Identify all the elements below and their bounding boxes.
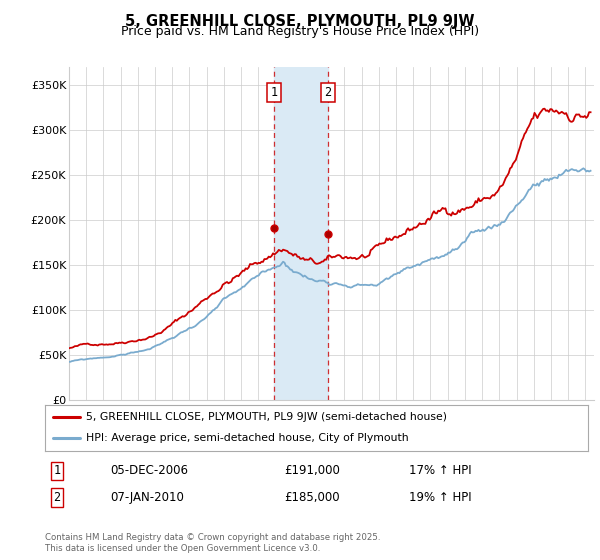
Text: HPI: Average price, semi-detached house, City of Plymouth: HPI: Average price, semi-detached house,…	[86, 433, 409, 444]
Text: 19% ↑ HPI: 19% ↑ HPI	[409, 491, 472, 504]
Text: 5, GREENHILL CLOSE, PLYMOUTH, PL9 9JW (semi-detached house): 5, GREENHILL CLOSE, PLYMOUTH, PL9 9JW (s…	[86, 412, 447, 422]
Text: 17% ↑ HPI: 17% ↑ HPI	[409, 464, 472, 478]
Text: Contains HM Land Registry data © Crown copyright and database right 2025.
This d: Contains HM Land Registry data © Crown c…	[45, 533, 380, 553]
Text: 07-JAN-2010: 07-JAN-2010	[110, 491, 184, 504]
Text: £191,000: £191,000	[284, 464, 340, 478]
Text: Price paid vs. HM Land Registry's House Price Index (HPI): Price paid vs. HM Land Registry's House …	[121, 25, 479, 38]
Text: 2: 2	[324, 86, 331, 99]
Text: 1: 1	[271, 86, 278, 99]
Text: 5, GREENHILL CLOSE, PLYMOUTH, PL9 9JW: 5, GREENHILL CLOSE, PLYMOUTH, PL9 9JW	[125, 14, 475, 29]
Text: 05-DEC-2006: 05-DEC-2006	[110, 464, 188, 478]
Bar	[274, 67, 328, 400]
Text: 2: 2	[53, 491, 61, 504]
Text: £185,000: £185,000	[284, 491, 340, 504]
Text: 1: 1	[53, 464, 61, 478]
